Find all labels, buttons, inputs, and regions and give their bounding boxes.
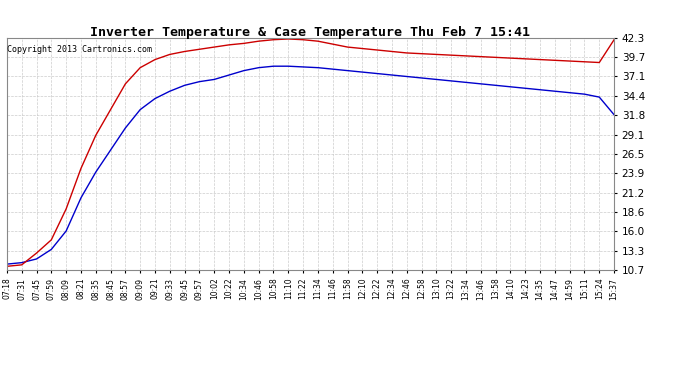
Text: Inverter  (°C): Inverter (°C) xyxy=(540,21,622,31)
Text: Case  (°C): Case (°C) xyxy=(438,21,497,31)
Text: Inverter Temperature & Case Temperature Thu Feb 7 15:41: Inverter Temperature & Case Temperature … xyxy=(90,26,531,39)
Text: Copyright 2013 Cartronics.com: Copyright 2013 Cartronics.com xyxy=(7,45,152,54)
